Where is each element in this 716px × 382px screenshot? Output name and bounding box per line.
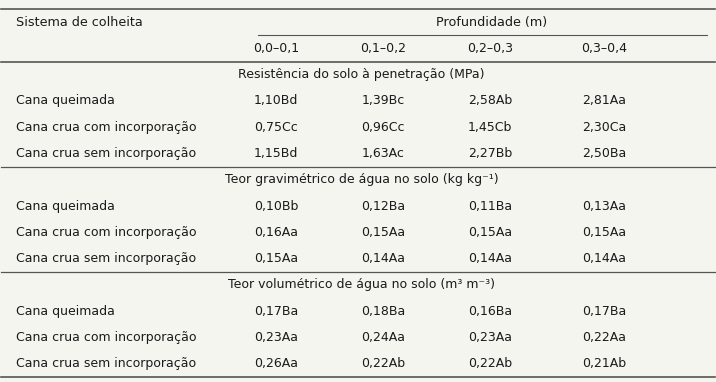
Text: 0,15Aa: 0,15Aa xyxy=(254,252,298,265)
Text: 0,17Ba: 0,17Ba xyxy=(582,304,626,317)
Text: Cana crua sem incorporação: Cana crua sem incorporação xyxy=(16,357,195,370)
Text: Cana crua sem incorporação: Cana crua sem incorporação xyxy=(16,252,195,265)
Text: 0,15Aa: 0,15Aa xyxy=(468,226,512,239)
Text: 0,13Aa: 0,13Aa xyxy=(582,199,626,212)
Text: 0,3–0,4: 0,3–0,4 xyxy=(581,42,627,55)
Text: 0,15Aa: 0,15Aa xyxy=(361,226,405,239)
Text: 0,75Cc: 0,75Cc xyxy=(254,121,298,134)
Text: 0,17Ba: 0,17Ba xyxy=(254,304,298,317)
Text: 0,22Aa: 0,22Aa xyxy=(582,331,626,344)
Text: 0,24Aa: 0,24Aa xyxy=(361,331,405,344)
Text: 0,2–0,3: 0,2–0,3 xyxy=(467,42,513,55)
Text: Teor gravimétrico de água no solo (kg kg⁻¹): Teor gravimétrico de água no solo (kg kg… xyxy=(225,173,498,186)
Text: Teor volumétrico de água no solo (m³ m⁻³): Teor volumétrico de água no solo (m³ m⁻³… xyxy=(228,278,495,291)
Text: 0,23Aa: 0,23Aa xyxy=(468,331,512,344)
Text: Cana crua com incorporação: Cana crua com incorporação xyxy=(16,226,196,239)
Text: Cana queimada: Cana queimada xyxy=(16,94,115,107)
Text: 2,50Ba: 2,50Ba xyxy=(582,147,626,160)
Text: Sistema de colheita: Sistema de colheita xyxy=(16,16,142,29)
Text: Cana crua com incorporação: Cana crua com incorporação xyxy=(16,121,196,134)
Text: 0,23Aa: 0,23Aa xyxy=(254,331,298,344)
Text: 0,16Aa: 0,16Aa xyxy=(254,226,298,239)
Text: 0,21Ab: 0,21Ab xyxy=(582,357,626,370)
Text: 0,11Ba: 0,11Ba xyxy=(468,199,512,212)
Text: 1,39Bc: 1,39Bc xyxy=(362,94,405,107)
Text: 1,63Ac: 1,63Ac xyxy=(362,147,405,160)
Text: 0,0–0,1: 0,0–0,1 xyxy=(253,42,299,55)
Text: 0,15Aa: 0,15Aa xyxy=(582,226,626,239)
Text: 0,16Ba: 0,16Ba xyxy=(468,304,512,317)
Text: 1,10Bd: 1,10Bd xyxy=(253,94,298,107)
Text: 0,22Ab: 0,22Ab xyxy=(468,357,512,370)
Text: 0,96Cc: 0,96Cc xyxy=(361,121,405,134)
Text: 2,81Aa: 2,81Aa xyxy=(582,94,626,107)
Text: Profundidade (m): Profundidade (m) xyxy=(436,16,547,29)
Text: 0,14Aa: 0,14Aa xyxy=(361,252,405,265)
Text: 1,45Cb: 1,45Cb xyxy=(468,121,512,134)
Text: 0,14Aa: 0,14Aa xyxy=(582,252,626,265)
Text: Cana queimada: Cana queimada xyxy=(16,199,115,212)
Text: 0,18Ba: 0,18Ba xyxy=(361,304,405,317)
Text: 2,58Ab: 2,58Ab xyxy=(468,94,512,107)
Text: Cana crua sem incorporação: Cana crua sem incorporação xyxy=(16,147,195,160)
Text: Resistência do solo à penetração (MPa): Resistência do solo à penetração (MPa) xyxy=(238,68,485,81)
Text: 0,1–0,2: 0,1–0,2 xyxy=(360,42,406,55)
Text: 2,27Bb: 2,27Bb xyxy=(468,147,512,160)
Text: Cana crua com incorporação: Cana crua com incorporação xyxy=(16,331,196,344)
Text: 2,30Ca: 2,30Ca xyxy=(582,121,626,134)
Text: 0,10Bb: 0,10Bb xyxy=(253,199,298,212)
Text: 0,14Aa: 0,14Aa xyxy=(468,252,512,265)
Text: 0,22Ab: 0,22Ab xyxy=(361,357,405,370)
Text: Cana queimada: Cana queimada xyxy=(16,304,115,317)
Text: 0,12Ba: 0,12Ba xyxy=(361,199,405,212)
Text: 1,15Bd: 1,15Bd xyxy=(253,147,298,160)
Text: 0,26Aa: 0,26Aa xyxy=(254,357,298,370)
